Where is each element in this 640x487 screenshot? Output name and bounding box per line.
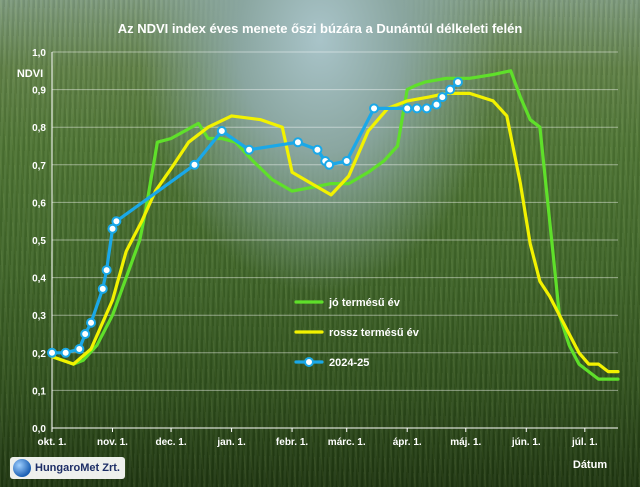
- y-tick-label: 0,0: [32, 424, 46, 435]
- chart-title: Az NDVI index éves menete őszi búzára a …: [118, 21, 523, 36]
- y-tick-label: 0,3: [32, 311, 46, 322]
- data-point-2024-25: [86, 317, 97, 328]
- x-tick-label: ápr. 1.: [393, 437, 422, 448]
- data-point-2024-25: [189, 159, 200, 170]
- data-point-2024-25: [60, 347, 71, 358]
- legend-marker-2024-25: [304, 357, 314, 367]
- legend-label-2024-25: 2024-25: [329, 357, 369, 369]
- data-point-2024-25: [341, 156, 352, 167]
- y-tick-label: 0,7: [32, 161, 46, 172]
- legend: jó termésű év rossz termésű év 2024-25: [294, 297, 420, 369]
- x-axis-label: Dátum: [573, 459, 607, 471]
- data-point-2024-25: [445, 84, 456, 95]
- y-tick-label: 0,8: [32, 123, 46, 134]
- x-tick-label: okt. 1.: [38, 437, 67, 448]
- data-point-2024-25: [74, 344, 85, 355]
- y-tick-label: 0,1: [32, 386, 46, 397]
- axes: 0,0 0,1 0,2 0,3 0,4 0,5 0,6 0,7 0,8 0,9 1,0 okt. 1.…: [32, 48, 618, 448]
- legend-label-jo-termesu-ev: jó termésű év: [328, 297, 401, 309]
- x-tick-label: jún. 1.: [511, 437, 541, 448]
- data-point-2024-25: [324, 159, 335, 170]
- y-tick-label: 0,9: [32, 86, 46, 97]
- data-point-2024-25: [411, 103, 422, 114]
- legend-label-rossz-termesu-ev: rossz termésű év: [329, 327, 420, 339]
- y-tick-label: 0,5: [32, 236, 46, 247]
- hungaromet-logo-icon: [13, 459, 31, 477]
- data-point-2024-25: [452, 77, 463, 88]
- x-tick-label: jan. 1.: [216, 437, 246, 448]
- data-point-2024-25: [97, 283, 108, 294]
- data-point-2024-25: [431, 99, 442, 110]
- y-tick-label: 0,4: [32, 274, 46, 285]
- x-tick-label: márc. 1.: [328, 437, 366, 448]
- logo-text: HungaroMet Zrt.: [35, 462, 120, 474]
- data-point-2024-25: [111, 216, 122, 227]
- x-tick-label: febr. 1.: [276, 437, 308, 448]
- series-layer: [47, 69, 620, 381]
- gridlines: [52, 51, 618, 429]
- data-point-2024-25: [80, 329, 91, 339]
- x-tick-label: júl. 1.: [571, 437, 598, 448]
- data-point-2024-25: [244, 144, 255, 155]
- data-point-2024-25: [421, 103, 432, 114]
- hungaromet-logo: HungaroMet Zrt.: [10, 457, 125, 479]
- y-tick-label: 0,2: [32, 349, 46, 360]
- y-axis-label: NDVI: [17, 68, 43, 80]
- data-point-2024-25: [402, 103, 413, 114]
- data-point-2024-25: [369, 103, 380, 114]
- y-tick-label: 0,6: [32, 198, 46, 209]
- data-point-2024-25: [47, 347, 57, 358]
- data-point-2024-25: [292, 137, 303, 148]
- data-point-2024-25: [312, 144, 323, 155]
- x-tick-label: nov. 1.: [97, 437, 128, 448]
- x-tick-label: dec. 1.: [155, 437, 186, 448]
- x-tick-label: máj. 1.: [450, 437, 481, 448]
- data-point-2024-25: [107, 223, 118, 234]
- data-point-2024-25: [437, 92, 448, 103]
- y-tick-label: 1,0: [32, 48, 46, 59]
- data-point-2024-25: [101, 265, 112, 276]
- data-point-2024-25: [216, 125, 227, 136]
